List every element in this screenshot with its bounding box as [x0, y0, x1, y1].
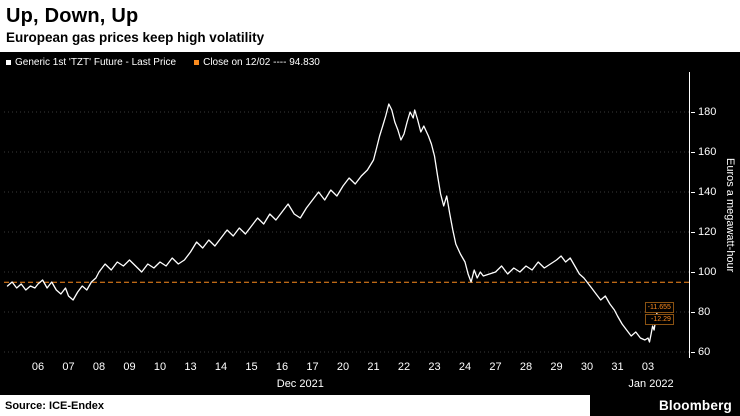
- x-tick-label: 24: [458, 361, 472, 373]
- price-line-chart: [4, 103, 690, 353]
- y-tick-label: 100: [691, 265, 716, 279]
- y-axis-tick-labels: 60 80 100 120 140 160 180: [691, 72, 737, 358]
- chart-footer: Source: ICE-Endex Bloomberg: [0, 395, 740, 416]
- month-label: Jan 2022: [628, 378, 674, 390]
- x-tick-label: 29: [550, 361, 563, 373]
- x-axis-month-labels: Dec 2021 Jan 2022: [4, 378, 710, 391]
- x-tick-label: 28: [519, 361, 533, 373]
- change-absolute-label: -11.655: [644, 301, 674, 313]
- x-tick-label: 13: [184, 361, 197, 373]
- x-tick-label: 03: [641, 361, 655, 373]
- legend-item-close-line: Close on 12/02 ---- 94.830: [194, 57, 320, 68]
- last-price-annotation: -11.655 -12.29: [644, 301, 674, 325]
- y-tick-label: 140: [691, 185, 716, 199]
- y-tick-label: 60: [691, 345, 710, 359]
- y-tick-label: 180: [691, 105, 716, 119]
- x-tick-label: 07: [62, 361, 75, 373]
- legend-item-label: Close on 12/02 ---- 94.830: [203, 57, 320, 68]
- month-label: Dec 2021: [276, 378, 324, 390]
- white-square-swatch-icon: [6, 60, 11, 65]
- x-tick-label: 23: [428, 361, 441, 373]
- y-tick-label: 160: [691, 145, 716, 159]
- x-tick-label: 21: [367, 361, 380, 373]
- y-tick-label: 80: [691, 305, 710, 319]
- x-tick-label: 20: [336, 361, 350, 373]
- change-percent-label: -12.29: [644, 313, 674, 325]
- x-tick-label: 10: [153, 361, 167, 373]
- source-attribution: Source: ICE-Endex: [0, 395, 590, 416]
- chart-subtitle: European gas prices keep high volatility: [6, 30, 265, 45]
- x-tick-label: 22: [397, 361, 411, 373]
- legend-item-last-price: Generic 1st 'TZT' Future - Last Price: [6, 57, 176, 68]
- legend: Generic 1st 'TZT' Future - Last Price Cl…: [6, 56, 320, 69]
- x-tick-label: 09: [123, 361, 136, 373]
- orange-square-swatch-icon: [194, 60, 200, 65]
- x-tick-label: 06: [31, 361, 45, 373]
- x-tick-label: 08: [92, 361, 106, 373]
- x-tick-label: 16: [275, 361, 289, 373]
- chart-plot-area: -11.655 -12.29: [4, 72, 690, 358]
- bloomberg-logo: Bloomberg: [590, 395, 740, 416]
- y-tick-label: 120: [691, 225, 716, 239]
- y-axis-title: Euros a megawatt-hour: [724, 157, 736, 273]
- x-tick-label: 31: [611, 361, 624, 373]
- x-tick-label: 27: [489, 361, 502, 373]
- chart-header: Up, Down, Up European gas prices keep hi…: [0, 0, 740, 52]
- x-tick-label: 15: [245, 361, 258, 373]
- x-tick-label: 30: [580, 361, 594, 373]
- x-tick-label: 17: [306, 361, 319, 373]
- legend-item-label: Generic 1st 'TZT' Future - Last Price: [15, 57, 177, 68]
- x-axis-tick-labels: 06 07 08 09 10 13 14 15 16 17 20 21 22 23 24 27 28 29 30 31…: [4, 361, 710, 374]
- x-tick-label: 14: [214, 361, 228, 373]
- chart-title: Up, Down, Up: [6, 5, 139, 27]
